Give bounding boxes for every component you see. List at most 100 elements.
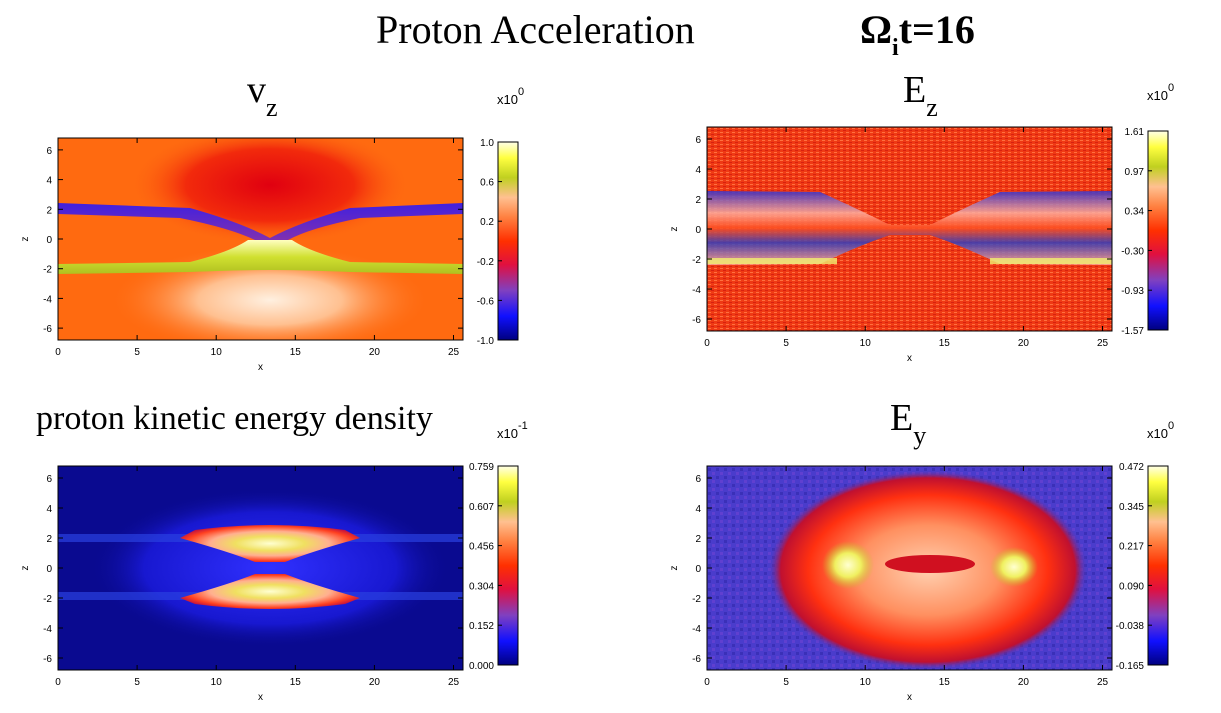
ke-cbar-multiplier-exp: -1 — [518, 420, 528, 432]
ke-xtick-label: 10 — [211, 677, 223, 688]
vz-xlabel: x — [258, 362, 263, 373]
ey-cbar-multiplier-base: x10 — [1147, 426, 1168, 441]
vz-heatmap — [58, 138, 463, 340]
ez-ytick-label: -6 — [692, 315, 701, 326]
vz-cbar-tick-label: -0.6 — [477, 296, 495, 307]
ey-xtick-label: 15 — [939, 677, 951, 688]
ey-xtick-label: 20 — [1018, 677, 1030, 688]
ez-colorbar — [1147, 130, 1169, 331]
ey-cbar-multiplier: x100 — [1147, 420, 1174, 441]
vz-ytick-label: -4 — [43, 294, 52, 305]
time-label-rest: t=16 — [898, 7, 975, 52]
ke-cbar-tick-label: 0.152 — [469, 621, 494, 632]
ez-ytick-label: -4 — [692, 285, 701, 296]
ey-cbar-tick-label: 0.090 — [1119, 581, 1144, 592]
vz-ytick-label: -2 — [43, 265, 52, 276]
ke-cbar-tick-label: 0.456 — [469, 542, 494, 553]
figure-title: Proton Acceleration Ωit=16 — [0, 2, 1221, 61]
ey-title-sub: y — [913, 421, 927, 450]
vz-ytick-label: 2 — [46, 205, 52, 216]
ke-xtick-label: 5 — [134, 677, 140, 688]
ez-xtick-label: 10 — [860, 338, 872, 349]
ez-xtick-label: 5 — [783, 338, 789, 349]
ey-cbar-tick-label: 0.217 — [1119, 542, 1144, 553]
time-label-symbol: Ω — [860, 7, 893, 52]
ey-colorbar — [1147, 465, 1169, 666]
ey-cbar-tick-label: -0.038 — [1116, 621, 1145, 632]
ey-xtick-label: 5 — [783, 677, 789, 688]
vz-cbar-tick-label: -1.0 — [477, 336, 495, 347]
ke-ytick-label: -4 — [43, 624, 52, 635]
ey-xtick-label: 10 — [860, 677, 872, 688]
ke-colorbar — [497, 465, 519, 666]
vz-cbar-multiplier-exp: 0 — [518, 86, 524, 98]
ez-cbar-tick-label: 0.34 — [1125, 207, 1145, 218]
vz-ylabel: z — [20, 237, 31, 242]
vz-cbar-tick-label: 0.2 — [480, 217, 494, 228]
ez-ytick-label: 4 — [695, 165, 701, 176]
ez-title-main: E — [903, 69, 927, 111]
ey-ytick-label: 4 — [695, 504, 701, 515]
ey-title-main: E — [890, 397, 914, 439]
vz-cbar-multiplier: x100 — [497, 86, 524, 107]
ke-xtick-label: 25 — [448, 677, 460, 688]
ey-heatmap — [707, 466, 1112, 670]
ke-heatmap — [58, 466, 463, 670]
vz-xtick-label: 15 — [290, 347, 302, 358]
vz-ytick-label: 6 — [46, 146, 52, 157]
ey-cbar-tick-label: 0.472 — [1119, 462, 1144, 473]
ez-xtick-label: 20 — [1018, 338, 1030, 349]
ke-ytick-label: -6 — [43, 654, 52, 665]
ey-ylabel: z — [669, 566, 680, 571]
vz-xtick-label: 25 — [448, 347, 460, 358]
ez-cbar-tick-label: -1.57 — [1121, 326, 1144, 337]
ez-ytick-label: 0 — [695, 225, 701, 236]
vz-cbar-multiplier-base: x10 — [497, 92, 518, 107]
ey-xtick-label: 25 — [1097, 677, 1109, 688]
ez-cbar-multiplier-exp: 0 — [1168, 82, 1174, 94]
ke-cbar-tick-label: 0.304 — [469, 581, 494, 592]
ez-xtick-label: 25 — [1097, 338, 1109, 349]
vz-title-sub: z — [266, 93, 278, 122]
ke-cbar-tick-label: 0.759 — [469, 462, 494, 473]
ez-cbar-tick-label: -0.93 — [1121, 286, 1144, 297]
vz-cbar-tick-label: 1.0 — [480, 138, 494, 149]
vz-cbar-tick-label: -0.2 — [477, 257, 495, 268]
ez-heatmap — [707, 127, 1112, 331]
ez-ytick-label: -2 — [692, 255, 701, 266]
ey-cbar-tick-label: -0.165 — [1116, 661, 1145, 672]
vz-title-main: v — [247, 69, 266, 111]
ez-cbar-multiplier: x100 — [1147, 82, 1174, 103]
time-label: Ωit=16 — [860, 6, 975, 62]
ke-cbar-tick-label: 0.000 — [469, 661, 494, 672]
ke-panel-title: proton kinetic energy density — [36, 400, 433, 438]
vz-panel-title: vz — [247, 68, 278, 123]
ez-xtick-label: 0 — [704, 338, 710, 349]
ey-xtick-label: 0 — [704, 677, 710, 688]
vz-cbar-tick-label: 0.6 — [480, 178, 494, 189]
ey-cbar-multiplier-exp: 0 — [1168, 420, 1174, 432]
ke-xlabel: x — [258, 692, 263, 703]
ey-ytick-label: 0 — [695, 564, 701, 575]
vz-xtick-label: 0 — [55, 347, 61, 358]
ey-ytick-label: -2 — [692, 594, 701, 605]
ey-ytick-label: -6 — [692, 654, 701, 665]
ke-cbar-multiplier-base: x10 — [497, 426, 518, 441]
time-label-sub: i — [892, 35, 899, 61]
ez-cbar-tick-label: 1.61 — [1125, 127, 1145, 138]
ey-ytick-label: 2 — [695, 534, 701, 545]
vz-colorbar — [497, 141, 519, 341]
ez-title-sub: z — [926, 93, 938, 122]
ey-ytick-label: -4 — [692, 624, 701, 635]
vz-ytick-label: -6 — [43, 324, 52, 335]
ke-cbar-tick-label: 0.607 — [469, 502, 494, 513]
ez-xlabel: x — [907, 353, 912, 364]
ez-ytick-label: 6 — [695, 135, 701, 146]
ke-ytick-label: -2 — [43, 594, 52, 605]
ez-cbar-tick-label: -0.30 — [1121, 246, 1144, 257]
figure-title-text: Proton Acceleration — [376, 7, 695, 52]
ke-xtick-label: 0 — [55, 677, 61, 688]
ke-cbar-multiplier: x10-1 — [497, 420, 528, 441]
ez-cbar-tick-label: 0.97 — [1125, 167, 1145, 178]
